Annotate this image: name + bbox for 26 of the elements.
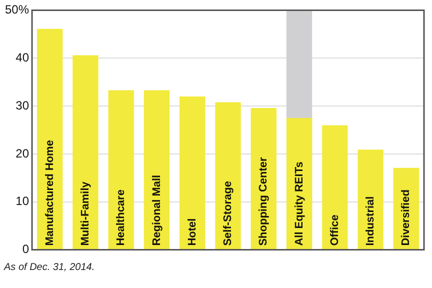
x-tick-label: Multi-Family xyxy=(80,180,92,246)
x-tick-label: Diversified xyxy=(400,190,412,246)
x-tick-label: Shopping Center xyxy=(258,156,270,246)
bar xyxy=(72,55,98,250)
y-tick-label: 0 xyxy=(22,242,30,256)
y-tick-label: 50% xyxy=(4,2,30,17)
x-tick-label: Healthcare xyxy=(115,190,128,246)
x-tick-label: Hotel xyxy=(186,218,198,246)
bar xyxy=(108,90,134,250)
bar xyxy=(180,96,206,250)
x-tick-label: Manufactured Home xyxy=(44,140,56,246)
x-tick-label: Self-Storage xyxy=(222,181,234,246)
y-tick-label: 30 xyxy=(16,98,30,112)
x-tick-label: All Equity REITs xyxy=(293,162,306,246)
y-tick-label: 10 xyxy=(16,194,30,208)
bar xyxy=(322,125,348,250)
x-tick-label: Industrial xyxy=(364,196,377,246)
bar xyxy=(144,90,170,250)
y-tick-label: 40 xyxy=(16,50,30,64)
x-tick-label: Regional Mall xyxy=(150,174,163,246)
bar xyxy=(358,150,384,250)
bar xyxy=(215,102,241,250)
bar xyxy=(37,28,63,250)
x-tick-label: Office xyxy=(328,214,341,246)
text: As of Dec. 31, 2014. xyxy=(4,262,95,273)
y-tick-label: 20 xyxy=(16,146,30,160)
